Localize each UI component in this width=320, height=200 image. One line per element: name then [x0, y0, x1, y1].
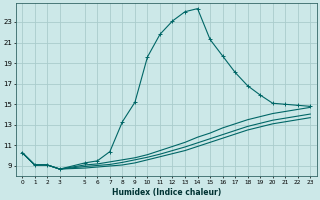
X-axis label: Humidex (Indice chaleur): Humidex (Indice chaleur): [112, 188, 221, 197]
